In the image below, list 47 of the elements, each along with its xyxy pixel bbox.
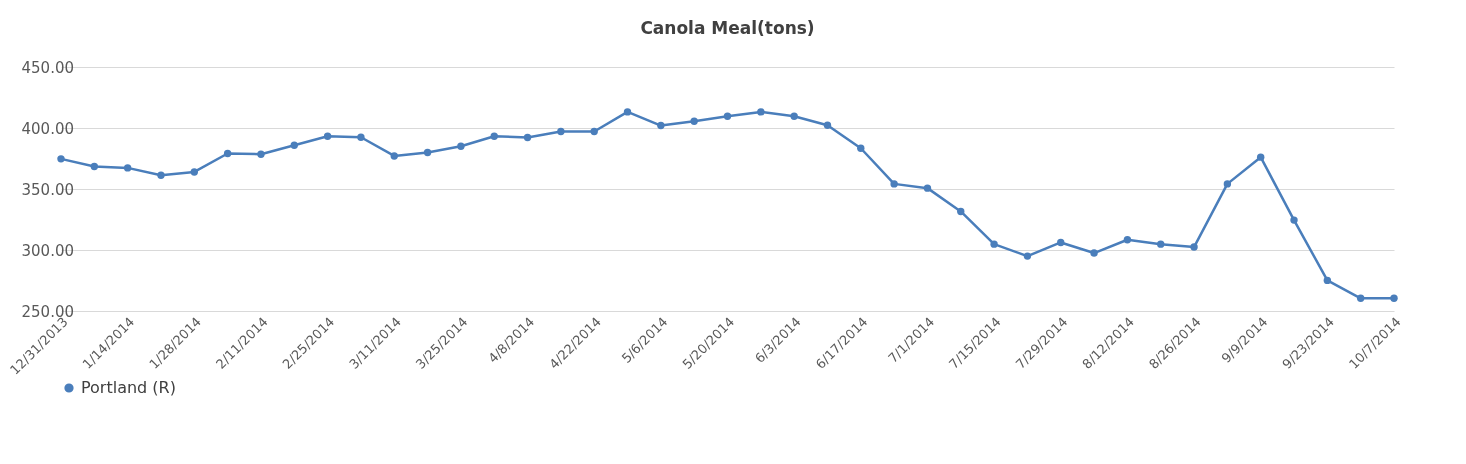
point [590,127,598,136]
point [1190,243,1198,251]
point [1157,240,1165,248]
point [823,121,832,129]
y-tick-label: 300.00 [21,241,74,260]
chart-title: Canola Meal(tons) [640,18,815,38]
point [623,108,632,116]
point [523,133,532,142]
point [657,121,665,130]
point [857,144,865,152]
point [1390,294,1398,303]
point [1256,153,1265,161]
y-tick-label: 450.00 [21,58,74,77]
point [390,152,398,160]
point [290,141,298,149]
point [890,180,898,188]
point [957,207,965,216]
point [790,112,798,120]
point [1023,252,1032,260]
point [757,108,765,116]
legend-label: Portland (R) [81,378,176,397]
point [90,162,99,171]
point [157,171,165,179]
point [1123,236,1132,244]
point [223,149,232,158]
point [1090,249,1098,257]
y-tick-label: 350.00 [21,180,74,199]
point [57,155,65,163]
y-tick-label: 400.00 [21,119,74,138]
point [457,142,465,150]
point [557,127,565,136]
point [1057,238,1065,247]
point [490,132,498,140]
point [423,148,432,157]
point [723,112,732,120]
point [1223,180,1232,188]
point [190,168,199,176]
point [123,164,132,172]
point [690,117,698,125]
point [1356,294,1365,303]
point [357,133,365,141]
point [990,240,998,248]
point [257,150,265,158]
point [1290,216,1298,224]
point [923,184,932,192]
point [1323,276,1332,285]
point [323,132,332,140]
